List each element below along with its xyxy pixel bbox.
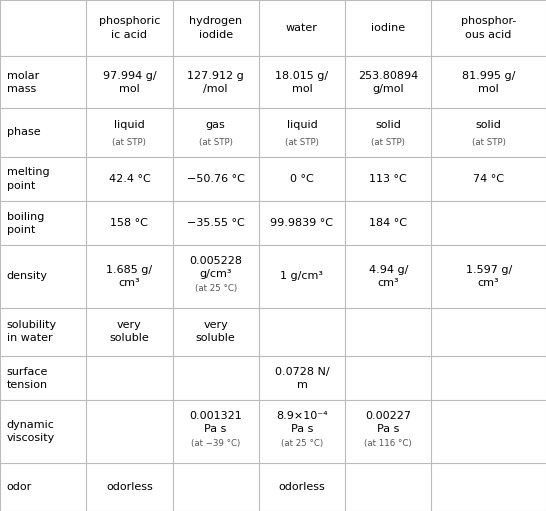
Text: 4.94 g/
cm³: 4.94 g/ cm³ (369, 265, 408, 288)
Text: density: density (7, 271, 48, 282)
Text: (at STP): (at STP) (371, 137, 405, 147)
Text: (at STP): (at STP) (285, 137, 319, 147)
Text: phosphor-
ous acid: phosphor- ous acid (461, 16, 517, 40)
Text: 127.912 g
/mol: 127.912 g /mol (187, 71, 244, 94)
Text: −50.76 °C: −50.76 °C (187, 174, 245, 184)
Text: phase: phase (7, 127, 40, 137)
Text: hydrogen
iodide: hydrogen iodide (189, 16, 242, 40)
Text: melting
point: melting point (7, 167, 49, 191)
Text: boiling
point: boiling point (7, 212, 44, 235)
Text: 0 °C: 0 °C (290, 174, 314, 184)
Text: water: water (286, 23, 318, 33)
Text: 1 g/cm³: 1 g/cm³ (281, 271, 323, 282)
Text: 18.015 g/
mol: 18.015 g/ mol (275, 71, 329, 94)
Text: (at STP): (at STP) (112, 137, 146, 147)
Text: 74 °C: 74 °C (473, 174, 504, 184)
Text: solid: solid (476, 120, 502, 130)
Text: (at 25 °C): (at 25 °C) (281, 439, 323, 448)
Text: surface
tension: surface tension (7, 366, 48, 390)
Text: −35.55 °C: −35.55 °C (187, 218, 245, 228)
Text: 0.0728 N/
m: 0.0728 N/ m (275, 366, 329, 390)
Text: dynamic
viscosity: dynamic viscosity (7, 420, 55, 443)
Text: phosphoric
ic acid: phosphoric ic acid (99, 16, 160, 40)
Text: (at STP): (at STP) (472, 137, 506, 147)
Text: (at STP): (at STP) (199, 137, 233, 147)
Text: odorless: odorless (106, 482, 153, 492)
Text: 0.00227
Pa s: 0.00227 Pa s (365, 410, 411, 434)
Text: 1.685 g/
cm³: 1.685 g/ cm³ (106, 265, 152, 288)
Text: liquid: liquid (114, 120, 145, 130)
Text: (at −39 °C): (at −39 °C) (191, 439, 240, 448)
Text: 0.001321
Pa s: 0.001321 Pa s (189, 410, 242, 434)
Text: 42.4 °C: 42.4 °C (109, 174, 150, 184)
Text: 8.9×10⁻⁴
Pa s: 8.9×10⁻⁴ Pa s (276, 410, 328, 434)
Text: very
soluble: very soluble (196, 320, 235, 343)
Text: solubility
in water: solubility in water (7, 320, 57, 343)
Text: 81.995 g/
mol: 81.995 g/ mol (462, 71, 515, 94)
Text: iodine: iodine (371, 23, 405, 33)
Text: 253.80894
g/mol: 253.80894 g/mol (358, 71, 418, 94)
Text: odorless: odorless (278, 482, 325, 492)
Text: solid: solid (375, 120, 401, 130)
Text: 158 °C: 158 °C (110, 218, 149, 228)
Text: (at 25 °C): (at 25 °C) (194, 285, 237, 293)
Text: molar
mass: molar mass (7, 71, 39, 94)
Text: odor: odor (7, 482, 32, 492)
Text: liquid: liquid (287, 120, 317, 130)
Text: 113 °C: 113 °C (369, 174, 407, 184)
Text: (at 116 °C): (at 116 °C) (364, 439, 412, 448)
Text: gas: gas (206, 120, 225, 130)
Text: 0.005228
g/cm³: 0.005228 g/cm³ (189, 256, 242, 279)
Text: very
soluble: very soluble (110, 320, 149, 343)
Text: 97.994 g/
mol: 97.994 g/ mol (103, 71, 156, 94)
Text: 184 °C: 184 °C (369, 218, 407, 228)
Text: 1.597 g/
cm³: 1.597 g/ cm³ (466, 265, 512, 288)
Text: 99.9839 °C: 99.9839 °C (270, 218, 334, 228)
